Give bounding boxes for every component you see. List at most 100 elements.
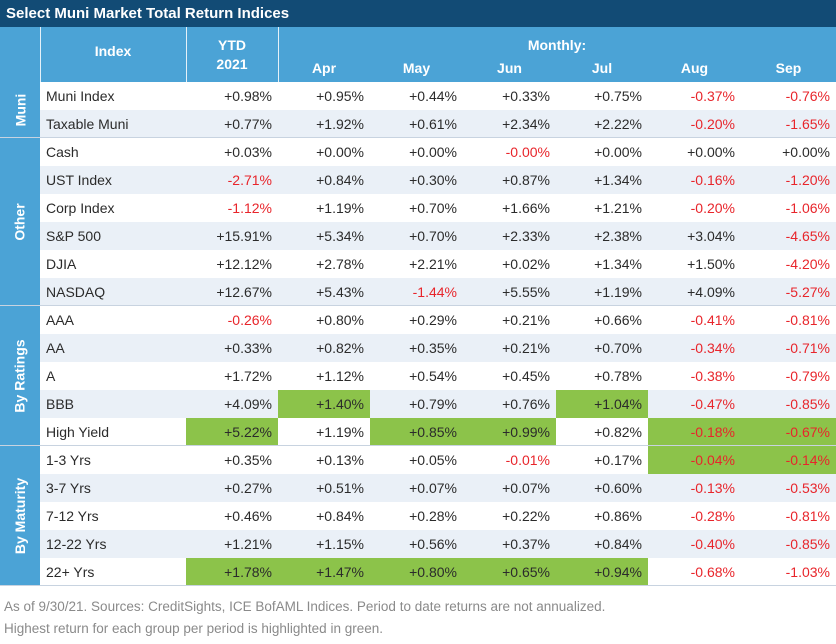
header-month-jul: Jul <box>591 60 613 76</box>
cell-month: +1.47% <box>278 558 370 586</box>
cell-month: +0.87% <box>502 172 550 188</box>
cell-month: +0.85% <box>370 418 463 446</box>
cell-month: -0.00% <box>505 144 550 160</box>
cell-ytd: +15.91% <box>216 228 272 244</box>
cell-month: +0.99% <box>463 418 556 446</box>
row-index-name: 7-12 Yrs <box>46 508 99 524</box>
cell-month: -0.13% <box>690 480 735 496</box>
cell-month: +2.21% <box>409 256 457 272</box>
cell-month: +0.66% <box>594 312 642 328</box>
table-row: 3-7 Yrs +0.27% +0.51% +0.07% +0.07% +0.60% -0.… <box>40 474 836 502</box>
group-divider <box>0 585 836 586</box>
cell-month: +5.43% <box>316 284 364 300</box>
header-ytd-line2: 2021 <box>216 56 248 72</box>
cell-month: -0.76% <box>785 88 830 104</box>
cell-month: +1.12% <box>316 368 364 384</box>
cell-month: -0.47% <box>690 396 735 412</box>
cell-ytd: +1.78% <box>186 558 278 586</box>
cell-month: +1.19% <box>316 424 364 440</box>
cell-ytd: +0.98% <box>224 88 272 104</box>
table-row: NASDAQ +12.67% +5.43% -1.44% +5.55% +1.19% +4.… <box>40 278 836 306</box>
cell-ytd: -1.12% <box>227 200 272 216</box>
table-row: UST Index -2.71% +0.84% +0.30% +0.87% +1.34% -… <box>40 166 836 194</box>
table-row: S&P 500 +15.91% +5.34% +0.70% +2.33% +2.38% +3… <box>40 222 836 250</box>
table-row: 12-22 Yrs +1.21% +1.15% +0.56% +0.37% +0.84% -… <box>40 530 836 558</box>
table-row: AA +0.33% +0.82% +0.35% +0.21% +0.70% -0.34% -0… <box>40 334 836 362</box>
cell-month: -0.18% <box>648 418 741 446</box>
cell-ytd: -2.71% <box>227 172 272 188</box>
cell-month: +2.33% <box>502 228 550 244</box>
cell-month: +5.55% <box>502 284 550 300</box>
table-title: Select Muni Market Total Return Indices <box>0 0 836 27</box>
footnote-highlight: Highest return for each group per period… <box>4 621 383 636</box>
cell-month: -0.20% <box>690 200 735 216</box>
cell-month: +1.19% <box>594 284 642 300</box>
row-index-name: Taxable Muni <box>46 116 129 132</box>
header-month-may: May <box>402 60 431 76</box>
cell-month: +0.79% <box>409 396 457 412</box>
table-row: Corp Index -1.12% +1.19% +0.70% +1.66% +1.21%… <box>40 194 836 222</box>
group-side-band <box>0 82 40 138</box>
cell-month: +0.60% <box>594 480 642 496</box>
table-row: Cash +0.03% +0.00% +0.00% -0.00% +0.00% +0.00%… <box>40 138 836 166</box>
cell-month: -0.37% <box>690 88 735 104</box>
row-index-name: 12-22 Yrs <box>46 536 107 552</box>
cell-month: -0.28% <box>690 508 735 524</box>
group-label: Muni <box>0 82 40 138</box>
cell-month: +0.95% <box>316 88 364 104</box>
table-row: 7-12 Yrs +0.46% +0.84% +0.28% +0.22% +0.86% -0… <box>40 502 836 530</box>
table-row: High Yield +5.22% +1.19% +0.85% +0.99% +0.82%… <box>40 418 836 446</box>
cell-month: -1.44% <box>412 284 457 300</box>
cell-month: +0.33% <box>502 88 550 104</box>
group-divider <box>0 305 836 306</box>
cell-ytd: +0.46% <box>224 508 272 524</box>
cell-month: -0.71% <box>785 340 830 356</box>
cell-ytd: +12.67% <box>216 284 272 300</box>
cell-month: +2.38% <box>594 228 642 244</box>
group-side-band <box>0 446 40 586</box>
cell-month: +0.28% <box>409 508 457 524</box>
cell-month: +0.84% <box>316 508 364 524</box>
table-row: Taxable Muni +0.77% +1.92% +0.61% +2.34% +2.2… <box>40 110 836 138</box>
cell-ytd: +0.77% <box>224 116 272 132</box>
cell-month: -0.79% <box>785 368 830 384</box>
group-label: By Ratings <box>0 306 40 446</box>
cell-month: +0.00% <box>594 144 642 160</box>
table-row: DJIA +12.12% +2.78% +2.21% +0.02% +1.34% +1.50… <box>40 250 836 278</box>
cell-month: +0.35% <box>409 340 457 356</box>
cell-ytd: +4.09% <box>224 396 272 412</box>
cell-month: +1.50% <box>687 256 735 272</box>
cell-month: +0.82% <box>316 340 364 356</box>
cell-month: +0.07% <box>502 480 550 496</box>
cell-month: -4.20% <box>785 256 830 272</box>
row-index-name: DJIA <box>46 256 77 272</box>
cell-ytd: +0.03% <box>224 144 272 160</box>
cell-month: +4.09% <box>687 284 735 300</box>
row-index-name: Cash <box>46 144 79 160</box>
table-row: 1-3 Yrs +0.35% +0.13% +0.05% -0.01% +0.17% -0.… <box>40 446 836 474</box>
cell-month: +0.56% <box>409 536 457 552</box>
cell-month: +2.22% <box>594 116 642 132</box>
cell-month: +1.21% <box>594 200 642 216</box>
group-divider <box>0 445 836 446</box>
cell-month: +0.22% <box>502 508 550 524</box>
group-label-text: By Maturity <box>12 477 29 555</box>
cell-month: -1.65% <box>785 116 830 132</box>
cell-month: +0.29% <box>409 312 457 328</box>
row-index-name: S&P 500 <box>46 228 102 244</box>
cell-month: +1.34% <box>594 172 642 188</box>
cell-ytd: +5.22% <box>186 418 278 446</box>
header-divider <box>186 27 187 82</box>
cell-month: -0.14% <box>741 446 836 474</box>
cell-month: +0.84% <box>594 536 642 552</box>
cell-month: +1.15% <box>316 536 364 552</box>
cell-month: -0.67% <box>741 418 836 446</box>
cell-month: +0.80% <box>316 312 364 328</box>
cell-ytd: +12.12% <box>216 256 272 272</box>
cell-month: +1.66% <box>502 200 550 216</box>
cell-month: -5.27% <box>785 284 830 300</box>
cell-month: +1.19% <box>316 200 364 216</box>
cell-month: +2.78% <box>316 256 364 272</box>
cell-month: +0.84% <box>316 172 364 188</box>
